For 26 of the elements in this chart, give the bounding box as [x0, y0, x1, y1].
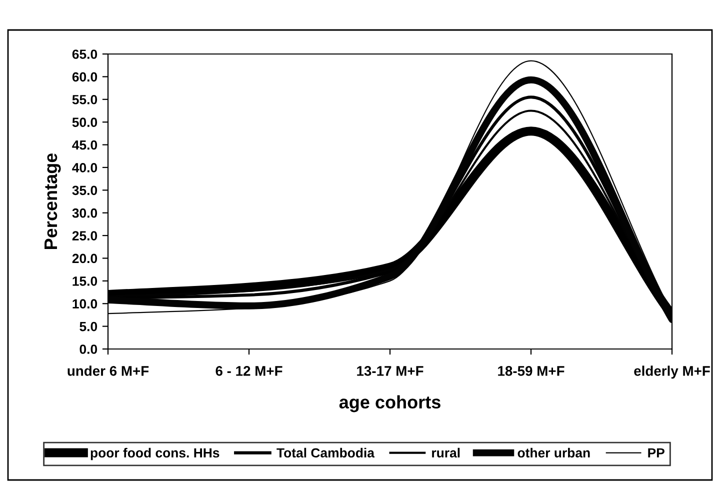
y-tick-label: 20.0 [72, 254, 98, 264]
y-tick-label: 5.0 [80, 322, 98, 332]
legend-label: rural [432, 448, 460, 458]
y-tick-label: 25.0 [72, 231, 98, 240]
x-tick-label: under 6 M+F [68, 366, 149, 376]
y-tick-label: 30.0 [72, 208, 98, 218]
y-tick-label: 45.0 [72, 140, 98, 150]
y-tick-label: 0.0 [80, 344, 98, 354]
y-tick-label: 60.0 [72, 72, 98, 82]
y-tick-label: 15.0 [72, 276, 98, 286]
legend-label: poor food cons. HHs [90, 448, 220, 460]
y-tick-label: 50.0 [72, 118, 98, 127]
x-axis-title: age cohorts [339, 395, 440, 412]
x-tick-label: elderly M+F [634, 366, 710, 379]
x-tick-label: 6 - 12 M+F [216, 366, 282, 376]
y-tick-label: 35.0 [72, 186, 98, 196]
y-tick-label: 55.0 [72, 94, 98, 104]
y-axis-title: Percentage [44, 153, 61, 249]
legend-label: other urban [518, 448, 590, 458]
y-tick-label: 10.0 [72, 299, 98, 309]
y-tick-label: 65.0 [72, 50, 98, 59]
legend-label: Total Cambodia [276, 448, 375, 458]
legend-label: PP [648, 448, 664, 458]
x-tick-label: 18-59 M+F [498, 366, 564, 376]
x-tick-label: 13-17 M+F [357, 366, 424, 376]
y-tick-label: 40.0 [72, 163, 98, 172]
